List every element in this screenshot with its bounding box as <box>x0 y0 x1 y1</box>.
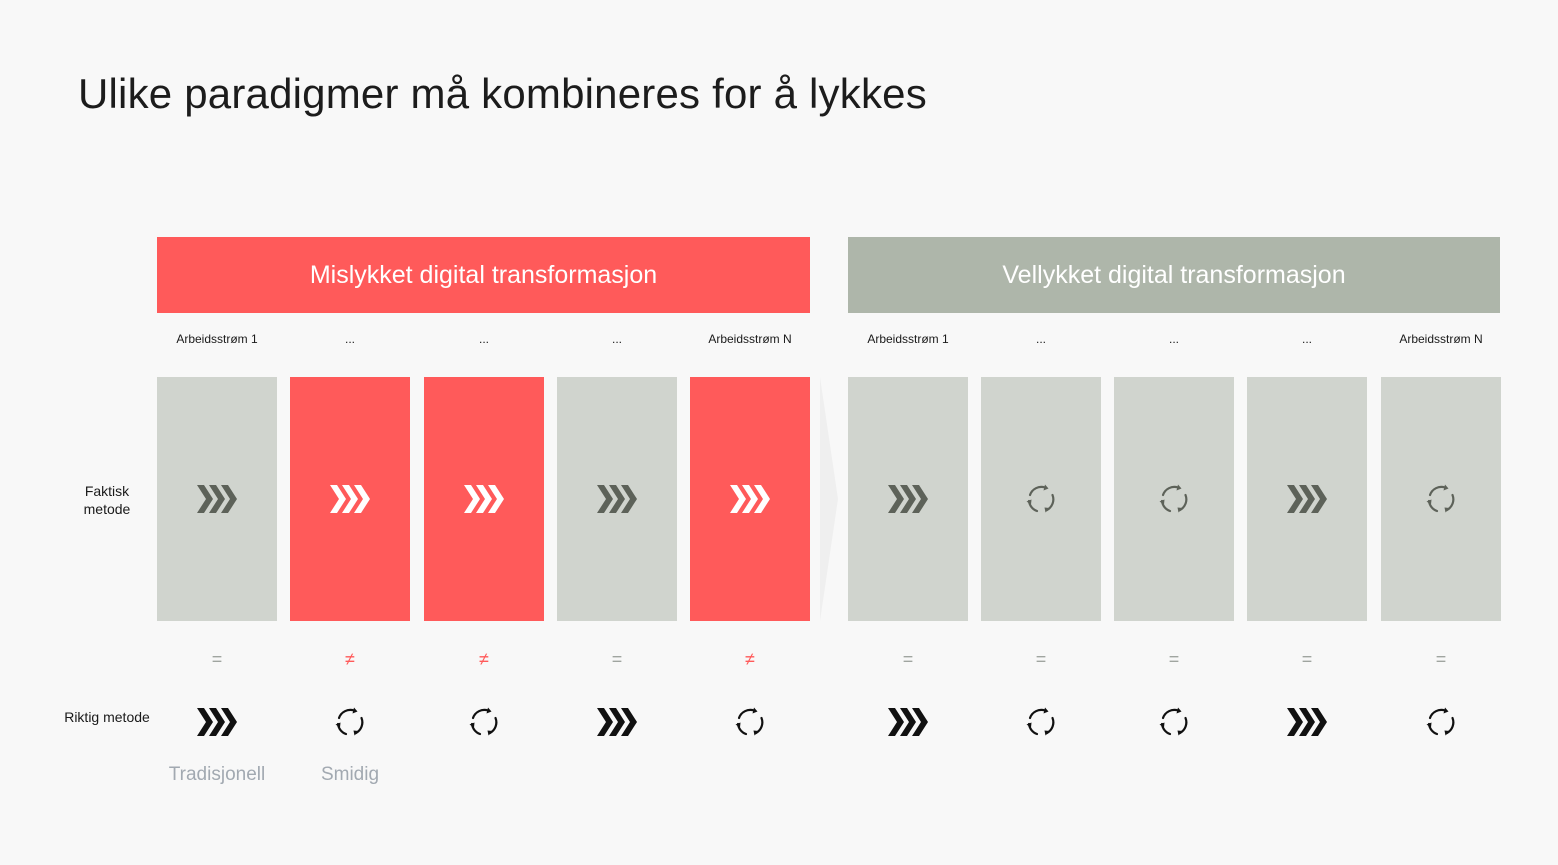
actual-method-block <box>557 377 677 621</box>
chevrons-icon <box>330 485 370 513</box>
chevrons-icon <box>597 708 637 736</box>
actual-method-block <box>424 377 544 621</box>
correct-method-cell <box>290 700 410 744</box>
cycle-icon <box>735 707 764 736</box>
not-equal-sign: ≠ <box>345 649 355 669</box>
correct-method-cell <box>1381 700 1501 744</box>
equal-sign: = <box>1301 649 1313 669</box>
cycle-icon <box>335 707 364 736</box>
actual-method-block <box>290 377 410 621</box>
actual-method-block <box>1114 377 1234 621</box>
workstream-label: Arbeidsstrøm N <box>1399 332 1483 346</box>
chevrons-icon <box>888 485 928 513</box>
chevrons-icon <box>464 485 504 513</box>
workstream-label: ... <box>478 332 489 346</box>
workstream-label: ... <box>1301 332 1312 346</box>
actual-method-block <box>848 377 968 621</box>
equal-sign: = <box>1435 649 1447 669</box>
banner-successful-transformation: Vellykket digital transformasjon <box>848 237 1500 313</box>
cycle-icon <box>1159 707 1188 736</box>
cycle-icon <box>1026 484 1055 513</box>
correct-method-cell <box>1114 700 1234 744</box>
chevrons-icon <box>888 708 928 736</box>
correct-method-cell <box>424 700 544 744</box>
workstream-label: ... <box>1168 332 1179 346</box>
banner-failed-transformation: Mislykket digital transformasjon <box>157 237 810 313</box>
workstream-label: ... <box>344 332 355 346</box>
actual-method-block <box>1247 377 1367 621</box>
correct-method-cell <box>848 700 968 744</box>
workstream-label: Arbeidsstrøm 1 <box>176 332 258 346</box>
equal-sign: = <box>611 649 623 669</box>
legend-agile: Smidig <box>320 764 380 785</box>
transition-arrow-shape <box>820 377 838 621</box>
cycle-icon <box>1426 707 1455 736</box>
actual-method-block <box>1381 377 1501 621</box>
row-label-actual-method: Faktisk metode <box>83 483 131 517</box>
cycle-icon <box>1159 484 1188 513</box>
chevrons-icon <box>197 708 237 736</box>
cycle-icon <box>469 707 498 736</box>
equal-sign: = <box>211 649 223 669</box>
correct-method-cell <box>1247 700 1367 744</box>
cycle-icon <box>1426 484 1455 513</box>
workstream-label: ... <box>1035 332 1046 346</box>
chevrons-icon <box>1287 708 1327 736</box>
actual-method-block <box>981 377 1101 621</box>
chevrons-icon <box>597 485 637 513</box>
equal-sign: = <box>1035 649 1047 669</box>
correct-method-cell <box>690 700 810 744</box>
equal-sign: = <box>1168 649 1180 669</box>
equal-sign: = <box>902 649 914 669</box>
workstream-label: Arbeidsstrøm N <box>708 332 792 346</box>
row-label-correct-method: Riktig metode <box>64 709 150 725</box>
workstream-label: Arbeidsstrøm 1 <box>867 332 949 346</box>
not-equal-sign: ≠ <box>745 649 755 669</box>
cycle-icon <box>1026 707 1055 736</box>
not-equal-sign: ≠ <box>479 649 489 669</box>
correct-method-cell <box>981 700 1101 744</box>
legend-traditional: Tradisjonell <box>168 764 266 785</box>
actual-method-block <box>157 377 277 621</box>
chevrons-icon <box>1287 485 1327 513</box>
workstream-label: ... <box>611 332 622 346</box>
actual-method-block <box>690 377 810 621</box>
page-title: Ulike paradigmer må kombineres for å lyk… <box>78 70 927 117</box>
correct-method-cell <box>557 700 677 744</box>
chevrons-icon <box>730 485 770 513</box>
chevrons-icon <box>197 485 237 513</box>
correct-method-cell <box>157 700 277 744</box>
